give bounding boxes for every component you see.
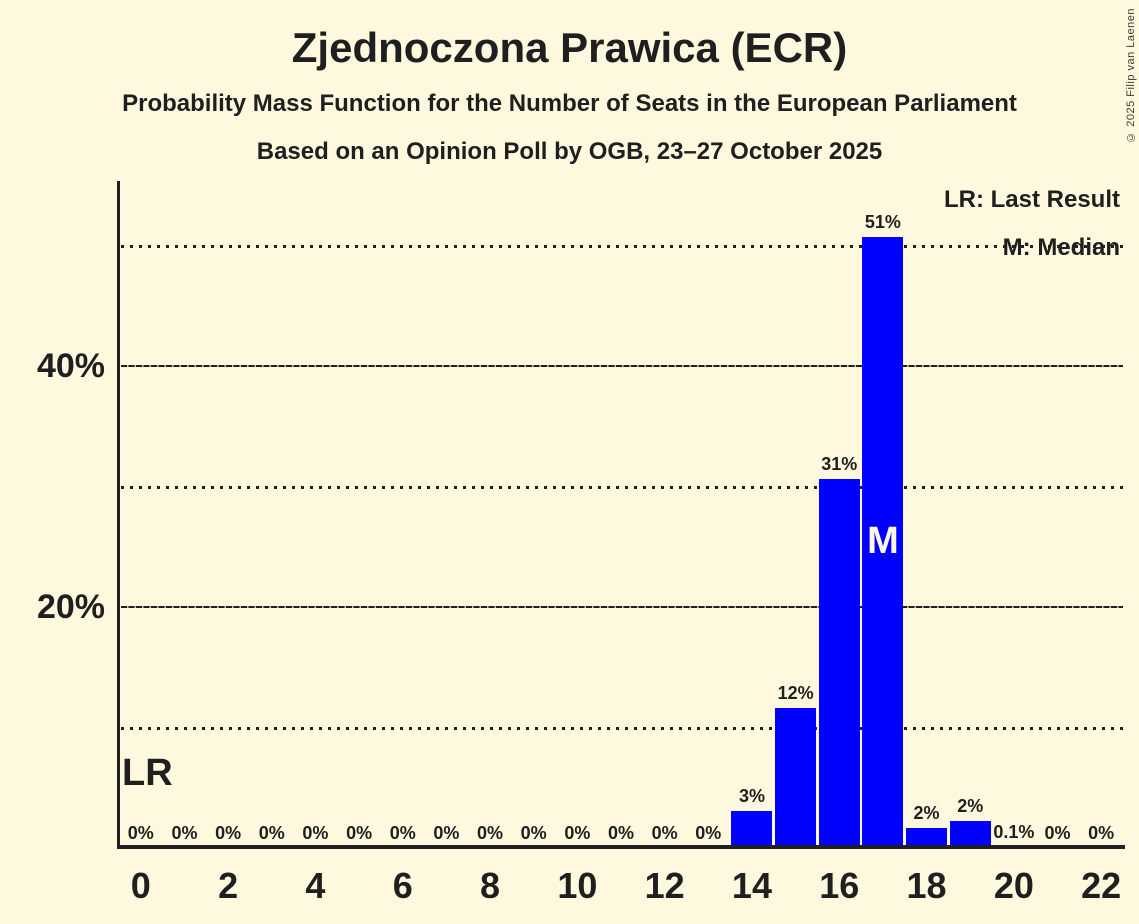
bar-value-label-seat-9: 0% (520, 823, 547, 843)
bar-value-label-seat-0: 0% (127, 823, 154, 843)
bar-value-label-seat-1: 0% (171, 823, 198, 843)
x-axis-line (117, 845, 1125, 849)
x-tick-20: 20 (993, 865, 1034, 906)
bar-value-label-seat-20: 0.1% (993, 822, 1035, 842)
bar-value-label-seat-2: 0% (215, 823, 242, 843)
y-tick-20pct: 20% (36, 588, 105, 626)
x-tick-18: 18 (906, 865, 947, 906)
x-tick-6: 6 (392, 865, 413, 906)
gridline-20pct (121, 606, 1123, 608)
x-tick-0: 0 (130, 865, 151, 906)
chart-subtitle: Probability Mass Function for the Number… (122, 90, 1017, 117)
bar-value-label-seat-4: 0% (302, 823, 329, 843)
bar-value-label-seat-14: 3% (738, 786, 765, 806)
bar-value-label-seat-5: 0% (346, 823, 373, 843)
bar-seat-19 (949, 821, 991, 848)
y-tick-40pct: 40% (36, 347, 105, 385)
gridline-50pct (121, 244, 1123, 248)
legend-median: M: Median (1002, 234, 1120, 261)
bar-seat-16 (818, 479, 860, 848)
x-tick-2: 2 (218, 865, 239, 906)
gridline-10pct (121, 726, 1123, 730)
x-tick-4: 4 (305, 865, 326, 906)
x-tick-12: 12 (644, 865, 685, 906)
x-tick-22: 22 (1081, 865, 1122, 906)
chart-title: Zjednoczona Prawica (ECR) (291, 24, 848, 71)
bar-seat-17 (862, 237, 904, 848)
bar-value-label-seat-21: 0% (1044, 823, 1071, 843)
x-tick-8: 8 (480, 865, 501, 906)
last-result-marker: LR (122, 752, 173, 794)
y-axis-line (117, 181, 120, 849)
bar-value-label-seat-17: 51% (864, 212, 901, 232)
bar-value-label-seat-3: 0% (258, 823, 285, 843)
x-tick-14: 14 (731, 865, 772, 906)
bar-value-label-seat-11: 0% (607, 823, 634, 843)
legend-last-result: LR: Last Result (943, 186, 1120, 213)
x-tick-16: 16 (819, 865, 860, 906)
bar-value-label-seat-19: 2% (957, 796, 984, 816)
bar-value-label-seat-13: 0% (695, 823, 722, 843)
bar-value-label-seat-10: 0% (564, 823, 591, 843)
bar-value-label-seat-8: 0% (477, 823, 504, 843)
x-tick-10: 10 (557, 865, 598, 906)
bar-value-label-seat-22: 0% (1088, 823, 1115, 843)
bar-value-label-seat-16: 31% (821, 454, 858, 474)
bar-value-label-seat-6: 0% (389, 823, 416, 843)
bar-seat-14 (731, 811, 773, 848)
bar-seat-15 (775, 708, 817, 848)
gridline-40pct (121, 365, 1123, 367)
chart-poll-subtitle: Based on an Opinion Poll by OGB, 23–27 O… (256, 138, 883, 165)
bar-seat-18 (906, 828, 948, 848)
bar-value-label-seat-15: 12% (777, 683, 814, 703)
gridline-30pct (121, 485, 1123, 489)
bar-value-label-seat-12: 0% (651, 823, 678, 843)
median-marker: M (867, 519, 899, 562)
bar-value-label-seat-7: 0% (433, 823, 460, 843)
bar-value-label-seat-18: 2% (913, 803, 940, 823)
